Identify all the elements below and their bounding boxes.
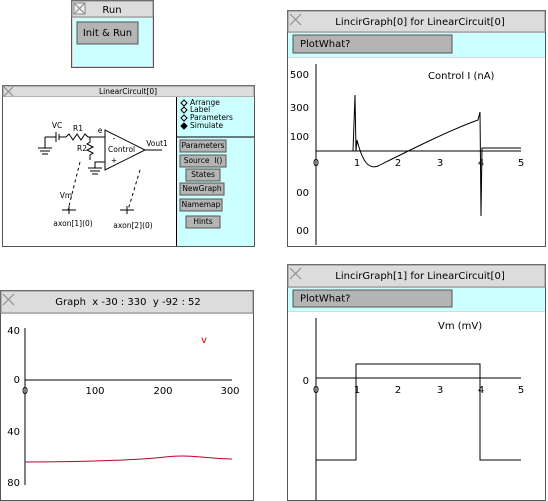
label: - — [113, 134, 116, 143]
axes — [315, 318, 521, 500]
close-icon[interactable] — [2, 293, 15, 306]
button-label: PlotWhat? — [300, 294, 350, 305]
label: R2 — [77, 144, 87, 153]
button[interactable] — [179, 198, 223, 212]
radio[interactable] — [180, 99, 188, 107]
button[interactable] — [179, 154, 227, 168]
tick-label: 0 — [313, 158, 319, 169]
circuit-canvas — [3, 97, 176, 246]
label: + — [111, 156, 117, 165]
window-title: LinearCircuit[0] — [99, 87, 157, 96]
button-label: Init & Run — [83, 28, 132, 39]
close-icon[interactable] — [289, 267, 302, 280]
radio[interactable] — [180, 114, 188, 122]
button[interactable] — [185, 168, 221, 182]
label: VC — [52, 121, 62, 130]
plot-label: Vm (mV) — [438, 321, 482, 332]
lincir-graph-0-window: LincirGraph[0] for LinearCircuit[0] Plot… — [287, 10, 546, 247]
radio[interactable] — [180, 106, 188, 114]
window-title: Graph x -30 : 330 y -92 : 52 — [55, 297, 201, 308]
plotwhat-button[interactable] — [292, 289, 453, 308]
tick-label: 40 — [7, 427, 20, 438]
init-run-button[interactable] — [76, 21, 139, 45]
plot-area — [1, 314, 253, 500]
label: axon[2](0) — [113, 221, 152, 230]
tick-label: 300 — [220, 386, 239, 397]
tick-label: 3 — [437, 385, 443, 396]
circuit-window: LinearCircuit[0] VC R1 R2 e - + Control … — [2, 85, 255, 247]
tick-label: 1 — [354, 385, 360, 396]
tick-label: 100 — [290, 132, 309, 143]
tick-label: 0 — [14, 375, 20, 386]
tick-label: 500 — [290, 70, 309, 81]
graph-window: Graph x -30 : 330 y -92 : 52 v 40 0 40 80 0 1… — [0, 290, 254, 501]
button-label: NewGraph — [182, 184, 222, 193]
tick-label: 0 — [303, 376, 309, 387]
tick-label: 4 — [478, 385, 484, 396]
plot-area — [288, 58, 545, 246]
title-bar — [287, 10, 546, 33]
close-icon[interactable] — [3, 86, 14, 97]
window-title: Run — [102, 5, 121, 16]
tick-label: 00 — [296, 188, 309, 199]
tick-label: 1 — [354, 158, 360, 169]
radio[interactable] — [180, 122, 188, 130]
tick-label: 0 — [313, 385, 319, 396]
label: Vout1 — [146, 139, 168, 148]
button-label: Namemap — [182, 200, 221, 209]
trace-label: v — [201, 335, 207, 346]
close-icon[interactable] — [289, 13, 302, 26]
title-bar — [71, 0, 154, 18]
mode-label: Arrange — [190, 98, 220, 107]
button[interactable] — [185, 215, 221, 229]
title-bar — [0, 290, 254, 314]
tick-label: 5 — [518, 385, 524, 396]
trace — [316, 363, 521, 461]
button-label: States — [191, 170, 215, 179]
run-window: Run Init & Run — [71, 0, 154, 68]
trace — [24, 455, 233, 463]
plot-label: Control I (nA) — [428, 71, 495, 82]
tick-label: 5 — [518, 158, 524, 169]
circuit-diagram — [38, 129, 162, 214]
tick-label: 100 — [85, 386, 104, 397]
tick-label: 3 — [437, 158, 443, 169]
mode-label: Label — [190, 105, 210, 114]
tick-label: 4 — [478, 158, 484, 169]
label: axon[1](0) — [53, 219, 92, 228]
plotwhat-button[interactable] — [292, 34, 453, 54]
label: e — [98, 126, 103, 135]
lincir-graph-1-window: LincirGraph[1] for LinearCircuit[0] Plot… — [287, 264, 546, 501]
tick-label: 200 — [153, 386, 172, 397]
close-icon — [73, 2, 86, 15]
label: Control — [108, 145, 135, 154]
title-bar — [287, 264, 546, 288]
mode-label: Simulate — [190, 121, 224, 130]
axes — [24, 328, 232, 485]
window-title: LincirGraph[1] for LinearCircuit[0] — [335, 271, 505, 282]
tick-label: 80 — [7, 478, 20, 489]
tick-label: 300 — [290, 103, 309, 114]
button-label: Parameters — [182, 141, 225, 150]
label: Vm — [60, 191, 72, 200]
plot-area — [288, 312, 545, 500]
tick-label: 40 — [7, 326, 20, 337]
tick-label: 0 — [22, 386, 28, 397]
button[interactable] — [179, 182, 225, 196]
label: R1 — [73, 124, 83, 133]
tick-label: 2 — [395, 158, 401, 169]
button[interactable] — [179, 139, 227, 153]
button-label: PlotWhat? — [300, 39, 350, 50]
button-label: Source I() — [184, 156, 223, 165]
button-label: Hints — [193, 217, 212, 226]
trace — [316, 94, 521, 217]
window-title: LincirGraph[0] for LinearCircuit[0] — [335, 17, 505, 28]
tick-label: 00 — [296, 226, 309, 237]
mode-label: Parameters — [190, 113, 233, 122]
tick-label: 2 — [395, 385, 401, 396]
